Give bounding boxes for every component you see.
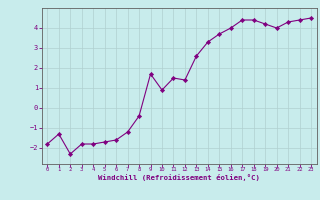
X-axis label: Windchill (Refroidissement éolien,°C): Windchill (Refroidissement éolien,°C)	[98, 174, 260, 181]
